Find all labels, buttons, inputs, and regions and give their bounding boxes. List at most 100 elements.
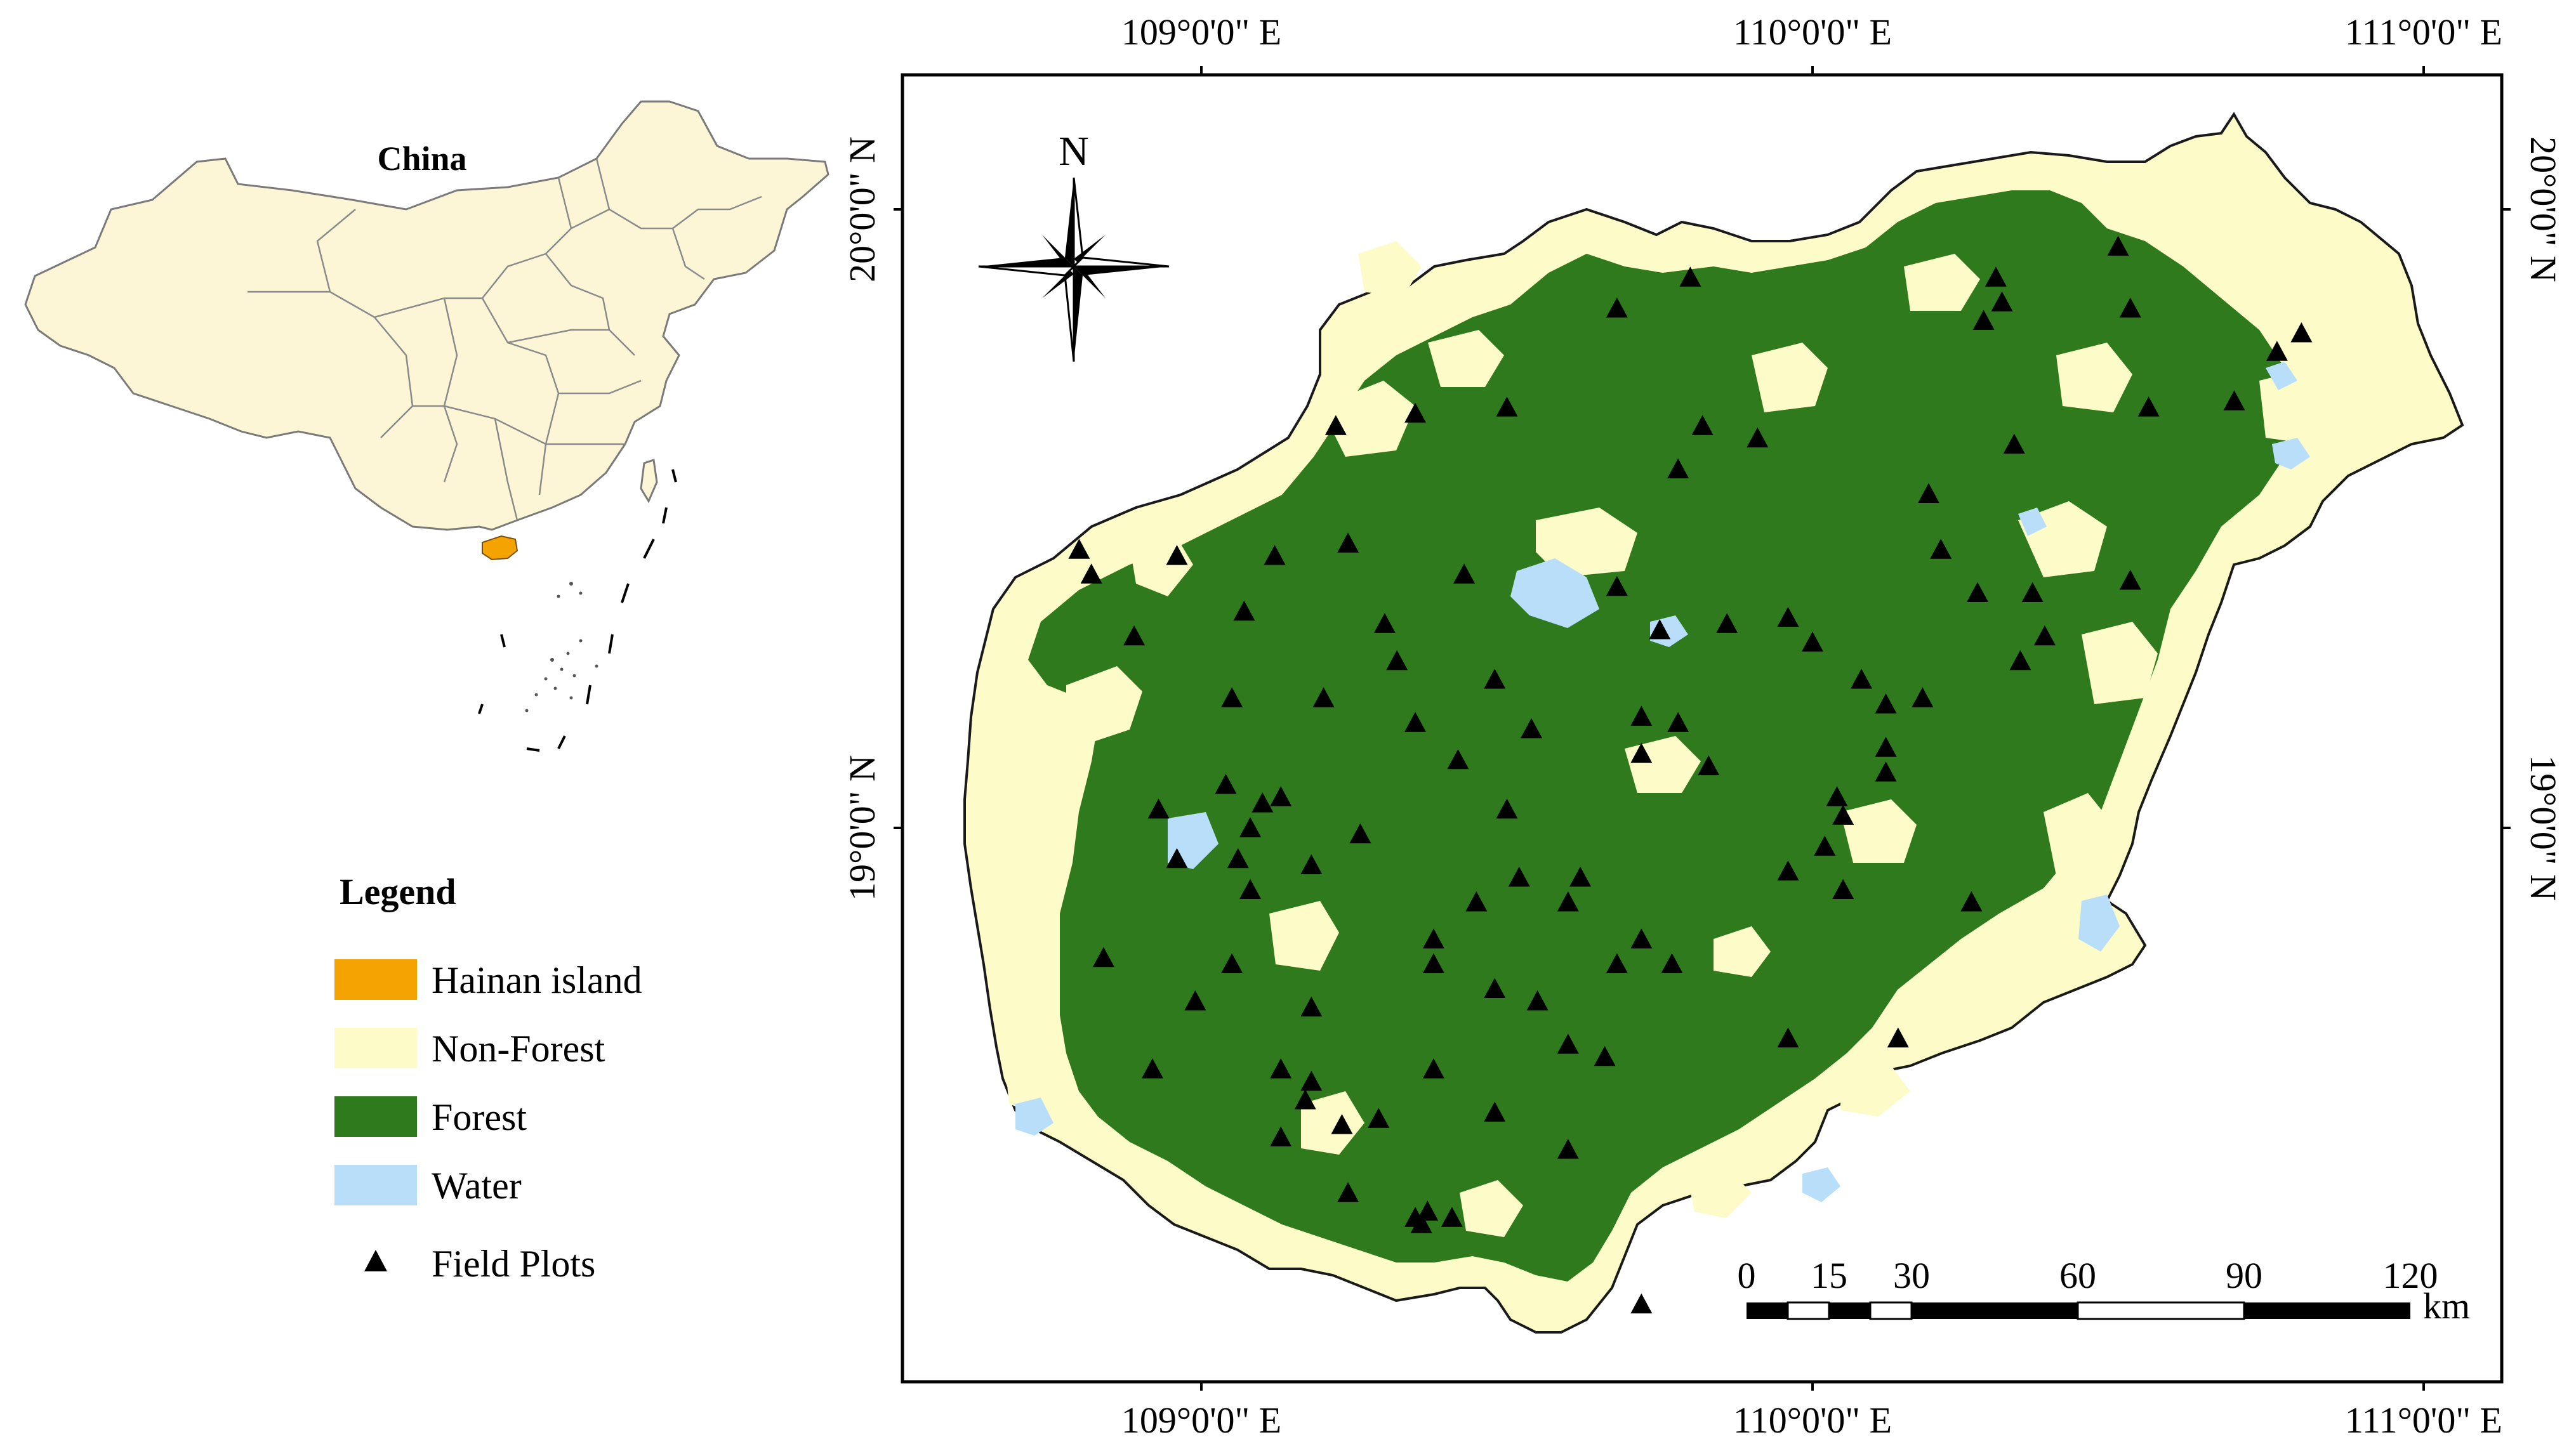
field-plot-marker — [1422, 1058, 1444, 1079]
field-plot-marker — [1447, 749, 1469, 770]
field-plot-marker — [1826, 786, 1848, 806]
non-forest-patches — [990, 178, 2374, 1237]
field-plot-marker — [1068, 539, 1090, 559]
field-plot-marker — [1386, 650, 1408, 671]
field-plot-marker — [1270, 1058, 1292, 1079]
field-plot-marker — [1569, 867, 1592, 887]
south-china-sea-islands — [525, 582, 598, 712]
field-plots — [1068, 235, 2313, 1314]
lon-label-top-111: 111°0'0" E — [2345, 11, 2502, 53]
lon-label-bottom-111: 111°0'0" E — [2345, 1400, 2502, 1441]
field-plot-marker — [2033, 625, 2056, 646]
field-plot-marker — [1239, 817, 1262, 837]
field-plot-marker — [1300, 854, 1323, 874]
field-plot-marker — [1875, 693, 1897, 714]
field-plot-marker — [1215, 773, 1237, 794]
field-plot-marker — [1496, 798, 1518, 819]
legend-swatch-forest — [334, 1096, 417, 1137]
field-plot-marker — [2021, 582, 2044, 602]
field-plot-marker — [1270, 786, 1292, 806]
legend-label-non-forest: Non-Forest — [432, 1028, 605, 1070]
field-plot-marker — [1264, 545, 1286, 565]
field-plot-marker — [1368, 1108, 1390, 1128]
lat-label-left-20: 20°0'0" N — [842, 136, 883, 282]
hainan-island-inset — [482, 535, 518, 561]
forest-cover — [1028, 190, 2297, 1282]
field-plot-marker — [1606, 298, 1628, 318]
field-plot-marker — [1698, 755, 1720, 775]
field-plot-marker — [1667, 458, 1689, 478]
field-plot-marker — [1184, 990, 1206, 1011]
field-plot-marker — [1147, 798, 1170, 819]
scale-seg-45-60 — [1869, 1301, 1913, 1320]
graticule-ticks — [894, 66, 2511, 1391]
field-plot-marker — [1777, 607, 1799, 627]
field-plot-marker — [1661, 953, 1683, 973]
legend-label-forest: Forest — [432, 1096, 527, 1138]
lat-label-right-19: 19°0'0" N — [2523, 755, 2564, 901]
legend-swatch-hainan — [334, 959, 417, 1000]
north-arrow-label: N — [1059, 128, 1089, 174]
field-plot-marker — [1716, 613, 1738, 633]
field-plot-marker — [1300, 996, 1323, 1017]
field-plot-marker — [1594, 1046, 1616, 1066]
field-plot-marker — [2119, 570, 2141, 590]
field-plot-marker — [2119, 298, 2141, 318]
field-plot-marker — [1557, 1033, 1579, 1054]
scale-tick-0: 0 — [1738, 1255, 1756, 1296]
legend-label-field-plots: Field Plots — [432, 1243, 595, 1285]
scale-tick-30: 30 — [1893, 1255, 1930, 1296]
field-plot-marker — [1404, 712, 1427, 732]
field-plot-marker — [1251, 792, 1274, 813]
field-plot-marker — [1606, 575, 1628, 596]
field-plot-marker — [2137, 397, 2160, 417]
field-plot-marker — [1404, 402, 1427, 423]
field-plot-marker — [2003, 433, 2025, 454]
scale-unit: km — [2423, 1285, 2470, 1327]
lat-label-right-20: 20°0'0" N — [2523, 136, 2564, 282]
field-plot-marker — [1221, 953, 1243, 973]
field-plot-marker — [1832, 804, 1854, 825]
field-plot-marker — [1930, 539, 1952, 559]
taiwan-island — [640, 459, 658, 504]
field-plot-marker — [2107, 235, 2129, 256]
field-plot-marker — [1166, 545, 1188, 565]
field-plot-marker — [1496, 397, 1518, 417]
field-plot-marker — [1630, 705, 1653, 726]
legend-swatch-non-forest — [334, 1028, 417, 1068]
field-plot-marker — [1649, 619, 1671, 639]
scale-tick-120: 120 — [2383, 1255, 2438, 1296]
field-plot-marker — [1349, 823, 1371, 844]
legend-label-water: Water — [432, 1165, 522, 1207]
legend-label-hainan: Hainan island — [432, 959, 642, 1001]
north-arrow: N — [978, 128, 1170, 362]
scale-seg-60-90 — [1912, 1302, 2078, 1319]
field-plot-marker — [1557, 891, 1579, 912]
field-plot-marker — [1270, 1126, 1292, 1146]
field-plot-marker — [1691, 415, 1714, 435]
field-plot-marker — [1324, 415, 1347, 435]
field-plot-marker — [1141, 1058, 1163, 1079]
scale-seg-30-45 — [1829, 1302, 1870, 1319]
field-plot-marker — [1887, 1027, 1909, 1047]
field-plot-marker — [2290, 322, 2313, 343]
main-map: N 0 15 30 60 90 120 km — [842, 11, 2564, 1441]
field-plot-marker — [1630, 1293, 1653, 1314]
field-plot-marker — [1777, 1027, 1799, 1047]
lat-label-left-19: 19°0'0" N — [842, 755, 883, 901]
field-plot-marker — [1422, 928, 1444, 948]
field-plot-marker — [1851, 669, 1873, 689]
field-plot-marker — [1092, 947, 1114, 967]
scale-bar: 0 15 30 60 90 120 km — [1738, 1255, 2471, 1327]
field-plot-marker — [2266, 341, 2288, 361]
field-plot-marker — [1300, 1070, 1323, 1091]
field-plot-marker — [1679, 266, 1701, 287]
field-plot-marker — [1747, 427, 1769, 448]
province-borders — [248, 158, 762, 521]
legend-title: Legend — [340, 871, 456, 912]
scale-seg-15-30 — [1786, 1301, 1830, 1320]
field-plot-marker — [1410, 1213, 1432, 1233]
field-plot-marker — [1508, 867, 1530, 887]
scale-seg-90-120 — [2077, 1301, 2245, 1320]
